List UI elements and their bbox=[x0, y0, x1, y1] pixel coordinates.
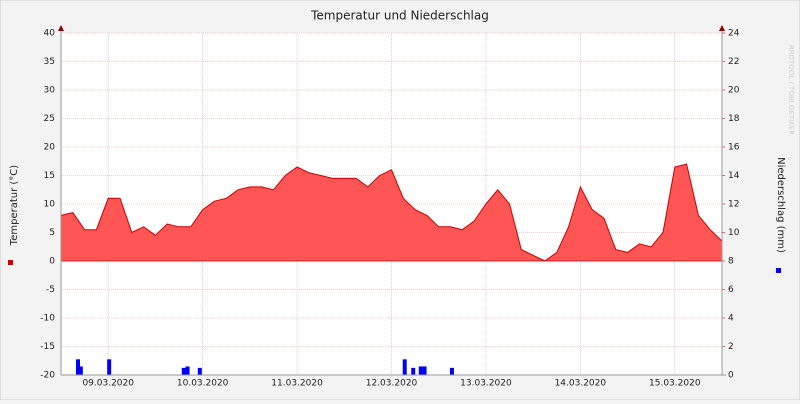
y-tick-label: -20 bbox=[40, 371, 55, 381]
legend-swatch bbox=[776, 268, 781, 273]
y2-tick-label: 12 bbox=[728, 200, 739, 210]
y-tick-label: -5 bbox=[46, 285, 55, 295]
y-tick-label: 10 bbox=[44, 200, 56, 210]
y-tick-label: 25 bbox=[44, 114, 55, 124]
legend-swatch bbox=[8, 260, 13, 265]
legend-label: Niederschlag (mm) bbox=[775, 157, 786, 253]
y-tick-label: 35 bbox=[44, 57, 55, 67]
legend-label: Temperatur (°C) bbox=[9, 165, 20, 246]
y2-tick-label: 4 bbox=[728, 314, 734, 324]
y-tick-label: -15 bbox=[40, 342, 55, 352]
y2-tick-label: 10 bbox=[728, 228, 740, 238]
y-tick-label: 5 bbox=[49, 228, 55, 238]
y2-tick-label: 6 bbox=[728, 285, 734, 295]
bar bbox=[75, 359, 80, 375]
chart-title: Temperatur und Niederschlag bbox=[310, 9, 489, 23]
axis-arrow bbox=[719, 25, 725, 31]
watermark: RRDTOOL / TOBI OETIKER bbox=[787, 45, 795, 135]
axis-arrow bbox=[58, 25, 64, 31]
x-tick-label: 12.03.2020 bbox=[366, 379, 418, 389]
y2-tick-label: 16 bbox=[728, 143, 740, 153]
y2-tick-label: 18 bbox=[728, 114, 740, 124]
y2-tick-label: 0 bbox=[728, 371, 734, 381]
bar bbox=[181, 367, 186, 375]
y-tick-label: -10 bbox=[40, 314, 55, 324]
bar bbox=[418, 366, 423, 375]
y2-tick-label: 14 bbox=[728, 171, 740, 181]
y2-tick-label: 24 bbox=[728, 29, 740, 39]
y-tick-label: 40 bbox=[44, 29, 56, 39]
y-tick-label: 30 bbox=[44, 86, 56, 96]
line bbox=[60, 163, 723, 262]
x-tick-label: 14.03.2020 bbox=[555, 379, 607, 389]
y2-tick-label: 20 bbox=[728, 86, 740, 96]
bar bbox=[78, 366, 83, 375]
bar bbox=[197, 367, 202, 375]
x-tick-label: 11.03.2020 bbox=[271, 379, 323, 389]
y2-tick-label: 22 bbox=[728, 57, 739, 67]
y-tick-label: 20 bbox=[44, 143, 56, 153]
x-tick-label: 15.03.2020 bbox=[649, 379, 701, 389]
area bbox=[61, 164, 722, 261]
y2-tick-label: 8 bbox=[728, 257, 734, 267]
bar bbox=[402, 359, 407, 375]
y-tick-label: 0 bbox=[49, 257, 55, 267]
y-tick-label: 15 bbox=[44, 171, 55, 181]
bar bbox=[449, 367, 454, 375]
bar bbox=[185, 366, 190, 375]
bar bbox=[107, 359, 112, 375]
y2-tick-label: 2 bbox=[728, 342, 734, 352]
x-tick-label: 09.03.2020 bbox=[82, 379, 134, 389]
x-tick-label: 13.03.2020 bbox=[460, 379, 512, 389]
bar bbox=[422, 366, 427, 375]
bar bbox=[411, 367, 416, 375]
x-tick-label: 10.03.2020 bbox=[177, 379, 229, 389]
